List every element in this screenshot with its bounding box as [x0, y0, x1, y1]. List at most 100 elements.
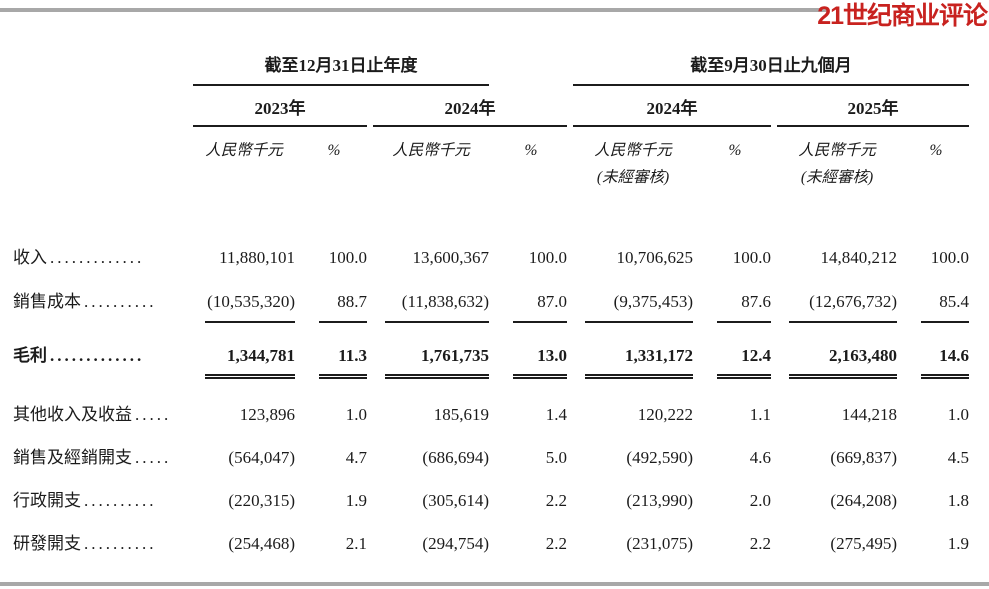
cell-percent: 100.0: [732, 248, 771, 267]
top-divider-rule: [0, 8, 828, 12]
cell-percent: 11.3: [301, 344, 367, 379]
subheader-percent: %: [929, 142, 943, 159]
cell-percent: 100.0: [528, 248, 567, 267]
table-row: 銷售成本.......... (10,535,320) 88.7 (11,838,63…: [0, 290, 989, 323]
subheader-rmb-thousand: 人民幣千元: [392, 142, 470, 159]
subheader-percent: %: [524, 142, 538, 159]
cell-percent: 2.2: [749, 534, 771, 553]
leader-dots: ..........: [84, 292, 157, 311]
cell-percent: 87.0: [495, 290, 567, 323]
cell-percent: 14.6: [903, 344, 969, 379]
cell-percent: 4.6: [749, 448, 771, 467]
row-label: 研發開支..........: [13, 534, 157, 553]
table-row: 其他收入及收益..... 123,896 1.0 185,619 1.4 120,222 1…: [0, 403, 989, 427]
cell-percent: 1.8: [947, 491, 969, 510]
row-label: 銷售及經銷開支.....: [13, 448, 172, 467]
cell-amount: (669,837): [830, 448, 897, 467]
year-header-row: 2023年 2024年 2024年 2025年: [0, 98, 989, 127]
cell-amount: 144,218: [841, 405, 897, 424]
cell-percent: 2.1: [345, 534, 367, 553]
cell-percent: 100.0: [930, 248, 969, 267]
cell-percent: 1.0: [947, 405, 969, 424]
unaudited-note-row: (未經審核) (未經審核): [0, 168, 989, 188]
cell-amount: 14,840,212: [820, 248, 898, 267]
cell-amount: (10,535,320): [193, 290, 295, 323]
cell-amount: 1,761,735: [373, 344, 489, 379]
cell-amount: (11,838,632): [373, 290, 489, 323]
row-label: 其他收入及收益.....: [13, 405, 172, 424]
cell-percent: 2.2: [545, 534, 567, 553]
subheader-percent: %: [728, 142, 742, 159]
subheader-percent: %: [327, 142, 341, 159]
cell-percent: 1.1: [749, 405, 771, 424]
cell-amount: (12,676,732): [777, 290, 897, 323]
leader-dots: ..........: [84, 534, 157, 553]
col-header-2023: 2023年: [193, 98, 367, 127]
brand-logo: 21世纪商业评论: [817, 2, 988, 30]
cell-percent: 4.5: [947, 448, 969, 467]
cell-amount: (254,468): [228, 534, 295, 553]
table-row: 毛利............. 1,344,781 11.3 1,761,735 13.…: [0, 344, 989, 379]
subheader-rmb-thousand: 人民幣千元: [205, 142, 283, 159]
cell-amount: 10,706,625: [616, 248, 694, 267]
cell-percent: 2.0: [749, 491, 771, 510]
unaudited-note: (未經審核): [800, 169, 874, 186]
cell-amount: (305,614): [422, 491, 489, 510]
cell-amount: (231,075): [626, 534, 693, 553]
cell-amount: 13,600,367: [412, 248, 490, 267]
leader-dots: .............: [50, 346, 145, 365]
cell-amount: 1,331,172: [573, 344, 693, 379]
row-label: 收入.............: [13, 248, 145, 267]
unaudited-note: (未經審核): [596, 169, 670, 186]
cell-percent: 88.7: [301, 290, 367, 323]
bottom-divider-rule: [0, 582, 989, 586]
cell-percent: 12.4: [699, 344, 771, 379]
cell-amount: (686,694): [422, 448, 489, 467]
cell-percent: 5.0: [545, 448, 567, 467]
cell-percent: 1.9: [947, 534, 969, 553]
subheader-rmb-thousand: 人民幣千元: [798, 142, 876, 159]
cell-amount: (564,047): [228, 448, 295, 467]
col-header-2024: 2024年: [373, 98, 567, 127]
leader-dots: .....: [135, 448, 172, 467]
cell-amount: (220,315): [228, 491, 295, 510]
subheader-rmb-thousand: 人民幣千元: [594, 142, 672, 159]
subheader-row: 人民幣千元 % 人民幣千元 % 人民幣千元 % 人民幣千元 %: [0, 141, 989, 161]
cell-amount: 123,896: [239, 405, 295, 424]
cell-amount: (294,754): [422, 534, 489, 553]
cell-percent: 4.7: [345, 448, 367, 467]
cell-amount: 1,344,781: [193, 344, 295, 379]
cell-percent: 1.9: [345, 491, 367, 510]
row-label: 毛利.............: [13, 346, 145, 365]
col-header-2024-9m: 2024年: [573, 98, 771, 127]
cell-amount: 120,222: [637, 405, 693, 424]
table-body: 收入............. 11,880,101 100.0 13,600,367…: [0, 246, 989, 556]
cell-amount: (213,990): [626, 491, 693, 510]
period-group-header-row: 截至12月31日止年度 截至9月30日止九個月: [0, 55, 989, 86]
table-row: 行政開支.......... (220,315) 1.9 (305,614) 2.2 (2…: [0, 489, 989, 513]
cell-percent: 1.4: [545, 405, 567, 424]
table-row: 收入............. 11,880,101 100.0 13,600,367…: [0, 246, 989, 270]
period-group-year-ended: 截至12月31日止年度: [193, 55, 489, 86]
table-row: 研發開支.......... (254,468) 2.1 (294,754) 2.2 (2…: [0, 532, 989, 556]
cell-amount: (9,375,453): [573, 290, 693, 323]
cell-amount: 185,619: [433, 405, 489, 424]
cell-percent: 1.0: [345, 405, 367, 424]
cell-percent: 87.6: [699, 290, 771, 323]
cell-amount: (275,495): [830, 534, 897, 553]
cell-amount: (492,590): [626, 448, 693, 467]
cell-percent: 2.2: [545, 491, 567, 510]
cell-amount: (264,208): [830, 491, 897, 510]
leader-dots: .............: [50, 248, 145, 267]
cell-amount: 2,163,480: [777, 344, 897, 379]
leader-dots: .....: [135, 405, 172, 424]
period-group-nine-months: 截至9月30日止九個月: [573, 55, 969, 86]
table-row: 銷售及經銷開支..... (564,047) 4.7 (686,694) 5.0 (492…: [0, 446, 989, 470]
cell-amount: 11,880,101: [219, 248, 295, 267]
row-label: 銷售成本..........: [13, 292, 157, 311]
cell-percent: 100.0: [328, 248, 367, 267]
financial-table: 截至12月31日止年度 截至9月30日止九個月 2023年 2024年 2024…: [0, 55, 989, 556]
cell-percent: 85.4: [903, 290, 969, 323]
leader-dots: ..........: [84, 491, 157, 510]
